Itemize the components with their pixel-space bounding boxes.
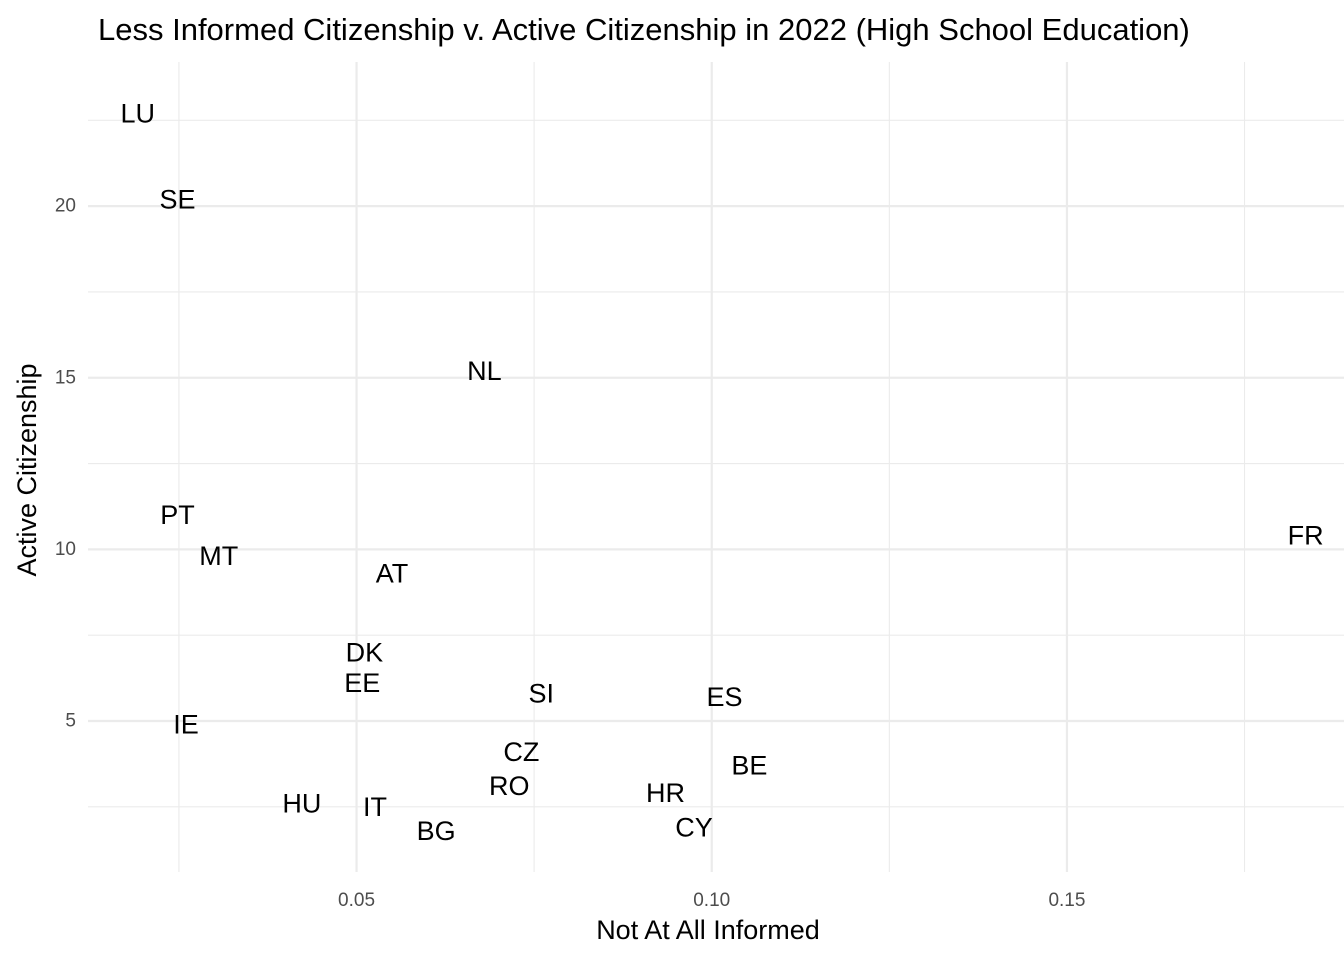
x-tick-label: 0.15 xyxy=(1048,890,1085,911)
point-label-ie: IE xyxy=(173,709,199,739)
point-label-it: IT xyxy=(363,792,387,822)
y-tick-label: 10 xyxy=(55,539,76,560)
point-label-cy: CY xyxy=(675,812,713,842)
y-axis-title: Active Citizenship xyxy=(12,363,42,576)
grid xyxy=(88,62,1344,872)
y-tick-label: 5 xyxy=(65,710,76,731)
point-label-si: SI xyxy=(528,679,554,709)
point-label-hu: HU xyxy=(282,788,321,818)
y-tick-label: 15 xyxy=(55,367,76,388)
x-axis-title: Not At All Informed xyxy=(596,915,820,945)
chart-title: Less Informed Citizenship v. Active Citi… xyxy=(98,12,1190,47)
point-label-es: ES xyxy=(707,682,743,712)
axis-ticks: 0.05 0.10 0.15 5 10 15 20 xyxy=(55,196,1086,911)
point-label-bg: BG xyxy=(417,816,456,846)
point-label-nl: NL xyxy=(467,356,502,386)
point-label-at: AT xyxy=(376,558,409,588)
point-label-ee: EE xyxy=(344,668,380,698)
point-label-pt: PT xyxy=(160,500,195,530)
point-label-hr: HR xyxy=(646,778,685,808)
point-label-lu: LU xyxy=(120,98,155,128)
point-label-mt: MT xyxy=(199,541,238,571)
x-tick-label: 0.10 xyxy=(693,890,730,911)
point-label-fr: FR xyxy=(1288,521,1324,551)
point-label-se: SE xyxy=(159,184,195,214)
point-label-cz: CZ xyxy=(503,737,539,767)
point-label-be: BE xyxy=(731,751,767,781)
y-tick-label: 20 xyxy=(55,196,76,217)
point-label-dk: DK xyxy=(346,637,384,667)
x-tick-label: 0.05 xyxy=(338,890,375,911)
point-label-ro: RO xyxy=(489,771,530,801)
